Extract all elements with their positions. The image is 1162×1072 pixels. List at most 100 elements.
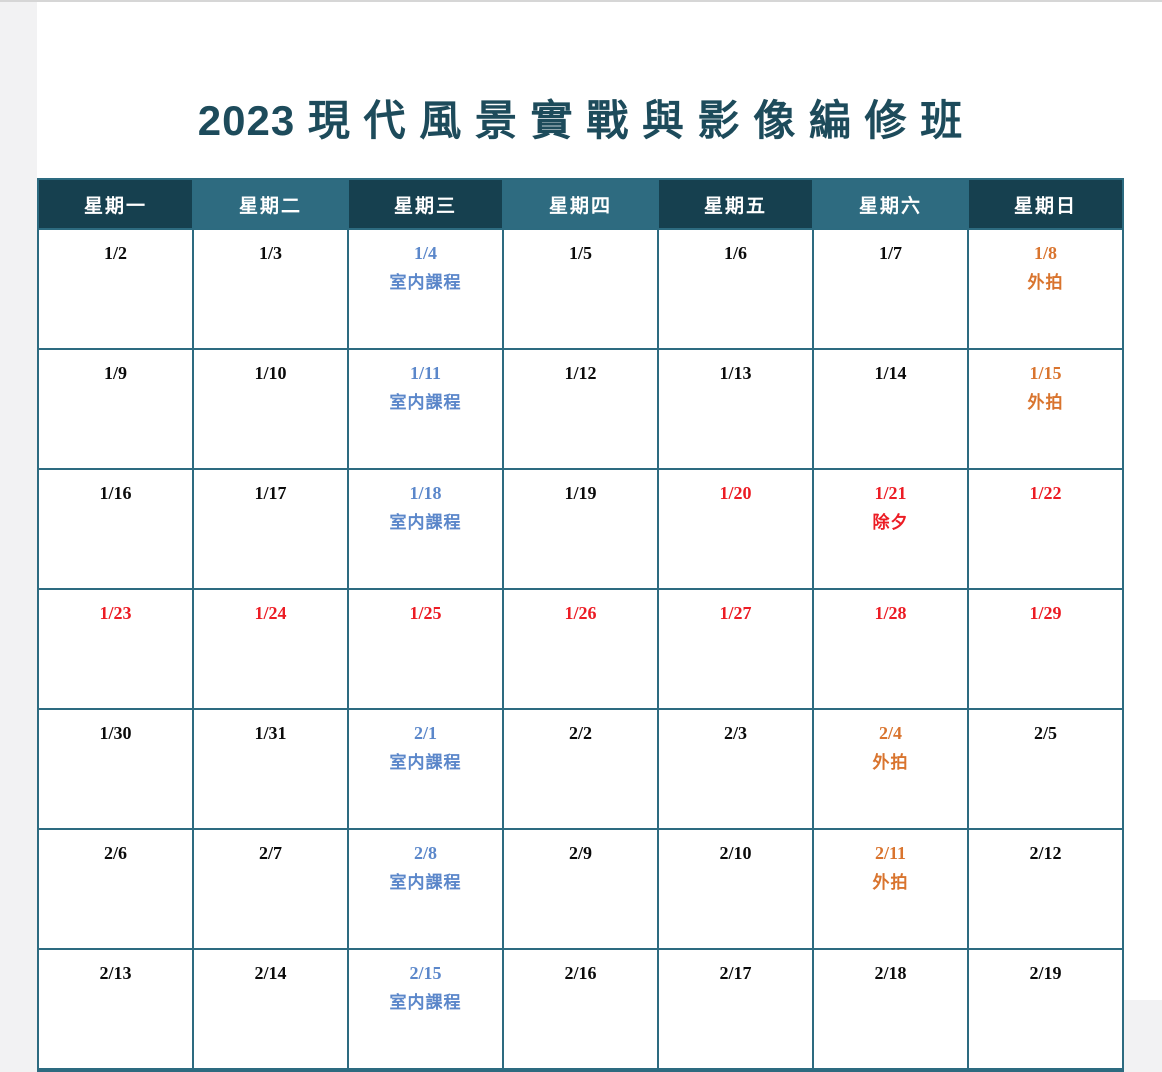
calendar-cell: 1/20 <box>657 468 814 591</box>
calendar-cell: 1/16 <box>37 468 194 591</box>
cell-date: 2/7 <box>258 843 282 864</box>
calendar-cell: 2/7 <box>192 828 349 951</box>
cell-note: 外拍 <box>1027 273 1064 293</box>
calendar-cell: 2/2 <box>502 708 659 831</box>
cell-date: 2/14 <box>254 963 287 984</box>
calendar-cell: 1/12 <box>502 348 659 471</box>
cell-date: 1/23 <box>99 603 132 624</box>
calendar-row: 1/16 1/17 1/18 室内課程 1/19 1/20 1/21 除夕 1/22 <box>37 468 1124 591</box>
schedule-calendar-table: 星期一 星期二 星期三 星期四 星期五 星期六 星期日 1/2 1/3 1/4 室… <box>37 178 1124 1072</box>
cell-note: 室内課程 <box>389 753 462 773</box>
calendar-row: 1/2 1/3 1/4 室内課程 1/5 1/6 1/7 1/8 外拍 <box>37 228 1124 351</box>
calendar-cell: 1/21 除夕 <box>812 468 969 591</box>
cell-date: 2/6 <box>103 843 127 864</box>
cell-date: 1/4 <box>413 243 437 264</box>
cell-date: 2/8 <box>413 843 437 864</box>
cell-date: 1/28 <box>874 603 907 624</box>
calendar-cell: 2/9 <box>502 828 659 951</box>
calendar-row: 2/13 2/14 2/15 室内課程 2/16 2/17 2/18 2/19 <box>37 948 1124 1072</box>
cell-date: 1/15 <box>1029 363 1062 384</box>
page-title: 2023 現 代 風 景 實 戰 與 影 像 編 修 班 <box>197 97 964 144</box>
calendar-cell: 2/19 <box>967 948 1124 1072</box>
calendar-cell: 1/28 <box>812 588 969 711</box>
cell-date: 2/17 <box>719 963 752 984</box>
cell-date: 1/18 <box>409 483 442 504</box>
cell-date: 1/9 <box>103 363 127 384</box>
cell-date: 1/11 <box>409 363 441 384</box>
calendar-cell: 1/23 <box>37 588 194 711</box>
calendar-cell: 1/15 外拍 <box>967 348 1124 471</box>
cell-date: 2/2 <box>568 723 592 744</box>
cell-date: 1/12 <box>564 363 597 384</box>
weekday-header-thu: 星期四 <box>502 178 659 231</box>
calendar-cell: 1/7 <box>812 228 969 351</box>
cell-note: 除夕 <box>872 513 909 533</box>
cell-date: 1/3 <box>258 243 282 264</box>
calendar-cell: 2/6 <box>37 828 194 951</box>
weekday-header-wed: 星期三 <box>347 178 504 231</box>
calendar-cell: 1/11 室内課程 <box>347 348 504 471</box>
cell-date: 2/9 <box>568 843 592 864</box>
calendar-cell: 2/15 室内課程 <box>347 948 504 1072</box>
calendar-cell: 2/12 <box>967 828 1124 951</box>
cell-date: 1/31 <box>254 723 287 744</box>
cell-date: 1/13 <box>719 363 752 384</box>
cell-date: 2/11 <box>874 843 906 864</box>
calendar-cell: 2/11 外拍 <box>812 828 969 951</box>
calendar-cell: 2/1 室内課程 <box>347 708 504 831</box>
cell-date: 2/3 <box>723 723 747 744</box>
weekday-header-sun: 星期日 <box>967 178 1124 231</box>
document-page: 2023 現 代 風 景 實 戰 與 影 像 編 修 班 星期一 星期二 星期三… <box>37 2 1162 1072</box>
calendar-cell: 1/27 <box>657 588 814 711</box>
cell-date: 1/27 <box>719 603 752 624</box>
cell-note: 外拍 <box>872 753 909 773</box>
cell-date: 2/16 <box>564 963 597 984</box>
cell-date: 1/10 <box>254 363 287 384</box>
cell-note: 外拍 <box>1027 393 1064 413</box>
calendar-row: 1/9 1/10 1/11 室内課程 1/12 1/13 1/14 1/15 外拍 <box>37 348 1124 471</box>
calendar-cell: 2/10 <box>657 828 814 951</box>
calendar-cell: 2/14 <box>192 948 349 1072</box>
cell-date: 2/4 <box>878 723 902 744</box>
calendar-cell: 2/8 室内課程 <box>347 828 504 951</box>
cell-date: 1/5 <box>568 243 592 264</box>
calendar-cell: 1/8 外拍 <box>967 228 1124 351</box>
cell-date: 1/21 <box>874 483 907 504</box>
calendar-cell: 1/25 <box>347 588 504 711</box>
calendar-cell: 1/24 <box>192 588 349 711</box>
weekday-header-mon: 星期一 <box>37 178 194 231</box>
cell-note: 外拍 <box>872 873 909 893</box>
calendar-cell: 2/5 <box>967 708 1124 831</box>
calendar-cell: 1/14 <box>812 348 969 471</box>
cell-date: 1/14 <box>874 363 907 384</box>
calendar-cell: 1/18 室内課程 <box>347 468 504 591</box>
calendar-cell: 2/17 <box>657 948 814 1072</box>
cell-date: 2/18 <box>874 963 907 984</box>
calendar-cell: 2/3 <box>657 708 814 831</box>
calendar-row: 1/23 1/24 1/25 1/26 1/27 1/28 1/29 <box>37 588 1124 711</box>
calendar-cell: 2/16 <box>502 948 659 1072</box>
calendar-cell: 1/26 <box>502 588 659 711</box>
calendar-cell: 1/30 <box>37 708 194 831</box>
calendar-cell: 1/19 <box>502 468 659 591</box>
calendar-cell: 2/4 外拍 <box>812 708 969 831</box>
cell-date: 1/19 <box>564 483 597 504</box>
cell-date: 1/2 <box>103 243 127 264</box>
cell-date: 1/25 <box>409 603 442 624</box>
cell-date: 2/1 <box>413 723 437 744</box>
cell-date: 2/15 <box>409 963 442 984</box>
cell-date: 1/24 <box>254 603 287 624</box>
window-top-edge <box>0 0 1162 2</box>
cell-note: 室内課程 <box>389 513 462 533</box>
calendar-cell: 1/4 室内課程 <box>347 228 504 351</box>
weekday-header-tue: 星期二 <box>192 178 349 231</box>
cell-date: 1/8 <box>1033 243 1057 264</box>
calendar-row: 1/30 1/31 2/1 室内課程 2/2 2/3 2/4 外拍 2/5 <box>37 708 1124 831</box>
calendar-cell: 2/18 <box>812 948 969 1072</box>
cell-date: 2/5 <box>1033 723 1057 744</box>
cell-date: 2/10 <box>719 843 752 864</box>
weekday-header-fri: 星期五 <box>657 178 814 231</box>
calendar-row: 2/6 2/7 2/8 室内課程 2/9 2/10 2/11 外拍 2/12 <box>37 828 1124 951</box>
cell-date: 1/30 <box>99 723 132 744</box>
cell-date: 1/22 <box>1029 483 1062 504</box>
